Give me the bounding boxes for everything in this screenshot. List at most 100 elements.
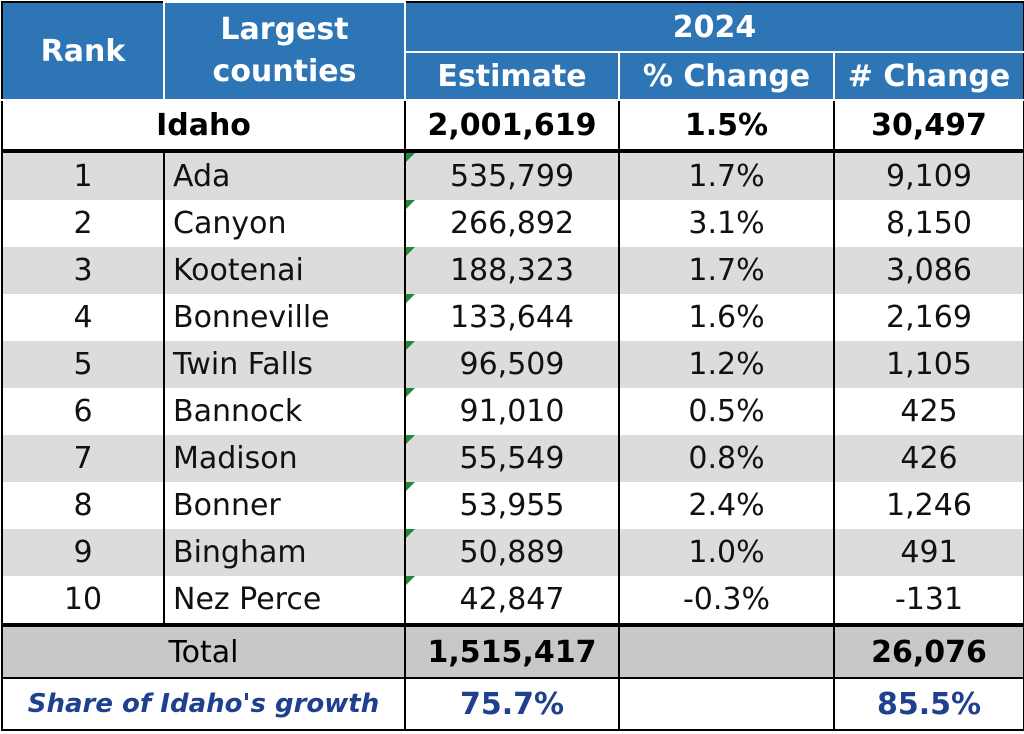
county-estimate-text: 42,847 (459, 582, 565, 617)
county-rank-text: 10 (63, 582, 103, 617)
county-estimate-text: 50,889 (459, 535, 565, 570)
county-num-change: 3,086 (833, 247, 1024, 294)
county-num-change: 8,150 (833, 200, 1024, 247)
county-num-change-text: 491 (900, 535, 958, 570)
county-pct-change-text: 1.6% (688, 300, 765, 335)
county-estimate: 266,892 (404, 200, 620, 247)
county-pct-change-text: 1.0% (688, 535, 765, 570)
county-pct-change: 0.8% (618, 435, 835, 482)
county-name: Kootenai (163, 247, 406, 294)
county-rank-text: 7 (73, 441, 93, 476)
county-row: 1 Ada 535,799 1.7% 9,109 (1, 151, 1024, 200)
county-num-change: 1,105 (833, 341, 1024, 388)
county-estimate-text: 55,549 (459, 441, 565, 476)
county-estimate-text: 188,323 (449, 253, 575, 288)
county-row: 5 Twin Falls 96,509 1.2% 1,105 (1, 341, 1024, 388)
county-estimate: 96,509 (404, 341, 620, 388)
county-estimate: 91,010 (404, 388, 620, 435)
table-header: Rank Largest counties 2024 Estimate % Ch… (1, 1, 1024, 101)
error-marker-icon (407, 388, 415, 397)
county-num-change-text: 3,086 (886, 253, 972, 288)
county-name: Twin Falls (163, 341, 406, 388)
county-row: 6 Bannock 91,010 0.5% 425 (1, 388, 1024, 435)
county-name: Canyon (163, 200, 406, 247)
county-name: Bonneville (163, 294, 406, 341)
county-estimate: 535,799 (404, 151, 620, 200)
county-pct-change: 1.7% (618, 247, 835, 294)
county-estimate: 42,847 (404, 576, 620, 625)
county-rank: 4 (1, 294, 165, 341)
county-row: 4 Bonneville 133,644 1.6% 2,169 (1, 294, 1024, 341)
county-name: Ada (163, 151, 406, 200)
county-name-text: Kootenai (173, 253, 304, 288)
county-name-text: Bonneville (173, 300, 330, 335)
county-num-change: 2,169 (833, 294, 1024, 341)
county-rank: 5 (1, 341, 165, 388)
county-rank: 2 (1, 200, 165, 247)
county-name-text: Twin Falls (173, 347, 313, 382)
error-marker-icon (407, 247, 415, 256)
county-estimate-text: 96,509 (459, 347, 565, 382)
county-estimate: 50,889 (404, 529, 620, 576)
state-num-change: 30,497 (833, 99, 1024, 153)
county-estimate-text: 266,892 (449, 206, 575, 241)
county-name-text: Canyon (173, 206, 287, 241)
county-estimate: 188,323 (404, 247, 620, 294)
total-row: Total 1,515,417 26,076 (1, 623, 1024, 679)
rank-header: Rank (1, 1, 165, 101)
county-num-change-text: 1,246 (886, 488, 972, 523)
error-marker-icon (407, 529, 415, 538)
share-pct-change (618, 677, 835, 731)
county-name-text: Bonner (173, 488, 281, 523)
total-pct-change (618, 623, 835, 679)
county-row: 7 Madison 55,549 0.8% 426 (1, 435, 1024, 482)
county-pct-change-text: 0.8% (688, 441, 765, 476)
county-rank: 6 (1, 388, 165, 435)
county-rank-text: 6 (73, 394, 93, 429)
county-pct-change-text: 3.1% (688, 206, 765, 241)
total-estimate: 1,515,417 (404, 623, 620, 679)
county-rank-text: 8 (73, 488, 93, 523)
county-pct-change: -0.3% (618, 576, 835, 625)
county-pct-change-text: -0.3% (682, 582, 771, 617)
county-rank: 3 (1, 247, 165, 294)
county-name: Nez Perce (163, 576, 406, 625)
county-num-change-text: -131 (894, 582, 964, 617)
county-rank: 8 (1, 482, 165, 529)
county-rank: 10 (1, 576, 165, 625)
share-label: Share of Idaho's growth (1, 677, 406, 731)
county-pct-change: 1.0% (618, 529, 835, 576)
state-pct-change: 1.5% (618, 99, 835, 153)
error-marker-icon (407, 153, 415, 162)
county-rank: 9 (1, 529, 165, 576)
county-pct-change: 3.1% (618, 200, 835, 247)
county-name-text: Nez Perce (173, 582, 322, 617)
county-num-change-text: 8,150 (886, 206, 972, 241)
error-marker-icon (407, 482, 415, 491)
county-rank-text: 2 (73, 206, 93, 241)
share-row: Share of Idaho's growth 75.7% 85.5% (1, 677, 1024, 731)
county-num-change-text: 2,169 (886, 300, 972, 335)
county-name-text: Bingham (173, 535, 307, 570)
county-estimate: 133,644 (404, 294, 620, 341)
county-rank-text: 5 (73, 347, 93, 382)
county-pct-change: 1.2% (618, 341, 835, 388)
largest-counties-header-line1: Largest (220, 12, 349, 47)
county-num-change-text: 426 (900, 441, 958, 476)
county-num-change: 1,246 (833, 482, 1024, 529)
county-num-change-text: 425 (900, 394, 958, 429)
error-marker-icon (407, 435, 415, 444)
county-pct-change: 0.5% (618, 388, 835, 435)
county-num-change: -131 (833, 576, 1024, 625)
share-estimate: 75.7% (404, 677, 620, 731)
county-row: 8 Bonner 53,955 2.4% 1,246 (1, 482, 1024, 529)
county-rank-text: 9 (73, 535, 93, 570)
county-estimate-text: 53,955 (459, 488, 565, 523)
state-estimate: 2,001,619 (404, 99, 620, 153)
error-marker-icon (407, 576, 415, 585)
error-marker-icon (407, 294, 415, 303)
county-name: Bonner (163, 482, 406, 529)
county-pct-change-text: 2.4% (688, 488, 765, 523)
county-rank-text: 4 (73, 300, 93, 335)
